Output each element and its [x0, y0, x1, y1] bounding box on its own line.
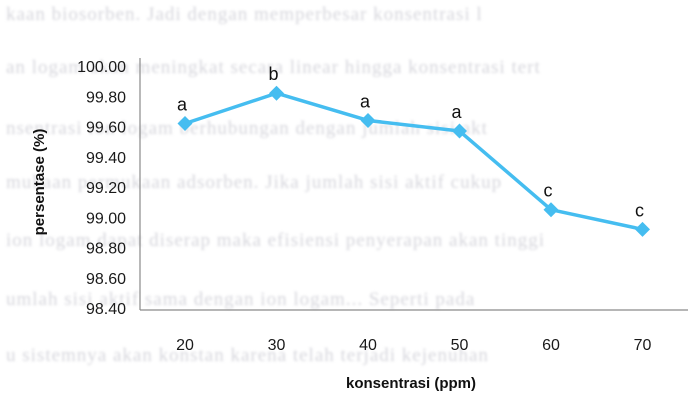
data-point-marker	[177, 115, 193, 131]
series-line	[184, 91, 643, 232]
background-text-line: kaan biosorben. Jadi dengan memperbesar …	[6, 4, 483, 25]
data-label: a	[177, 94, 188, 114]
x-tick-label: 70	[634, 337, 652, 354]
y-tick-label: 98.80	[86, 241, 126, 258]
x-tick-label: 30	[268, 337, 286, 354]
x-tick-label: 50	[451, 337, 469, 354]
series-line-group	[184, 91, 643, 232]
data-label: c	[635, 200, 644, 220]
x-tick-labels: 20 30 40 50 60 70	[176, 337, 651, 354]
x-tick-label: 60	[542, 337, 560, 354]
x-tick-label: 40	[359, 337, 377, 354]
x-tick-label: 20	[176, 337, 194, 354]
data-point-marker	[360, 112, 376, 128]
y-axis-title: persentase (%)	[31, 129, 48, 236]
y-tick-labels: 100.00 99.80 99.60 99.40 99.20 99.00 98.80 98.6…	[77, 59, 126, 318]
data-markers	[177, 85, 650, 237]
y-tick-label: 98.40	[86, 301, 126, 318]
data-point-marker	[269, 85, 284, 101]
data-point-marker	[452, 123, 467, 139]
background-text-line: mukaan permukaan adsorben. Jika jumlah s…	[6, 172, 503, 193]
y-tick-label: 99.80	[86, 89, 126, 106]
background-text-line: umlah sisi aktif sama dengan ion logam..…	[6, 289, 476, 310]
y-tick-label: 99.20	[86, 180, 126, 197]
data-labels: a b a a c c	[177, 64, 644, 220]
data-label: a	[360, 91, 371, 111]
y-tick-label: 99.60	[86, 120, 126, 137]
data-label: a	[451, 102, 462, 122]
data-label: b	[268, 64, 278, 84]
x-axis-title: konsentrasi (ppm)	[346, 375, 476, 392]
y-tick-label: 99.40	[86, 150, 126, 167]
plot-area	[139, 58, 688, 311]
data-point-marker	[543, 202, 559, 218]
data-label: c	[544, 181, 553, 201]
y-tick-label: 98.60	[86, 271, 126, 288]
background-text-line: u sistemnya akan konstan karena telah te…	[6, 345, 489, 366]
y-tick-label: 99.00	[86, 210, 126, 227]
data-point-marker	[635, 221, 650, 237]
y-tick-label: 100.00	[77, 59, 126, 76]
